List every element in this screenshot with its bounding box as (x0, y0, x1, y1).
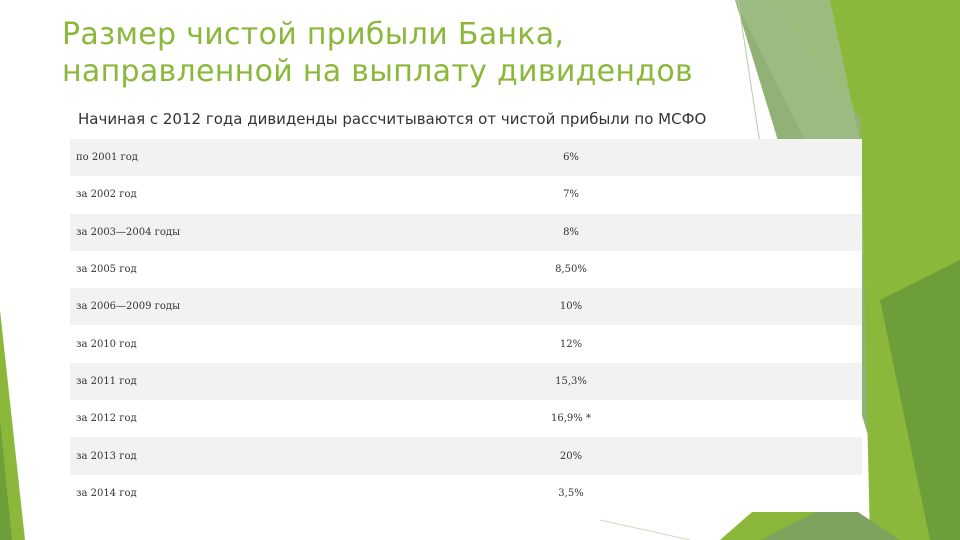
period-cell: за 2006—2009 годы (76, 301, 181, 313)
table-row: за 2002 год 7% (70, 176, 862, 214)
period-cell: за 2011 год (76, 375, 137, 387)
rate-cell: 8% (563, 226, 579, 238)
rate-cell: 8,50% (555, 264, 587, 276)
table-row: за 2014 год 3,5% (70, 474, 862, 512)
rate-cell: 16,9% * (551, 413, 591, 425)
facet-line (599, 519, 691, 540)
table-row: за 2012 год 16,9% * (70, 400, 862, 438)
period-cell: за 2002 год (76, 189, 137, 201)
period-cell: за 2003—2004 годы (76, 226, 181, 238)
period-cell: за 2012 год (76, 413, 137, 425)
rate-cell: 10% (559, 301, 583, 313)
facet-shape (0, 420, 12, 540)
period-cell: за 2005 год (76, 264, 137, 276)
rate-cell: 15,3% (555, 375, 587, 387)
table-row: за 2003—2004 годы 8% (70, 213, 862, 251)
page-title: Размер чистой прибыли Банка, направленно… (62, 16, 762, 90)
rate-cell: 12% (559, 338, 583, 350)
facet-shape (760, 500, 900, 540)
subtitle: Начиная с 2012 года дивиденды рассчитыва… (78, 110, 707, 128)
dividend-table: по 2001 год 6% за 2002 год 7% за 2003—20… (70, 139, 862, 512)
table-row: за 2006—2009 годы 10% (70, 288, 862, 326)
rate-cell: 7% (563, 189, 579, 201)
period-cell: по 2001 год (76, 152, 138, 164)
period-cell: за 2013 год (76, 450, 137, 462)
table-row: за 2013 год 20% (70, 437, 862, 475)
table-row: за 2010 год 12% (70, 325, 862, 363)
page-title-line-1: Размер чистой прибыли Банка, (62, 17, 565, 52)
rate-cell: 3,5% (558, 487, 584, 499)
table-row: по 2001 год 6% (70, 139, 862, 177)
period-cell: за 2014 год (76, 487, 137, 499)
period-cell: за 2010 год (76, 338, 137, 350)
rate-cell: 6% (563, 152, 579, 164)
table-row: за 2011 год 15,3% (70, 362, 862, 401)
facet-shape (880, 260, 960, 540)
page-title-line-2: направленной на выплату дивидендов (62, 54, 694, 89)
rate-cell: 20% (559, 450, 583, 462)
table-row: за 2005 год 8,50% (70, 250, 862, 289)
